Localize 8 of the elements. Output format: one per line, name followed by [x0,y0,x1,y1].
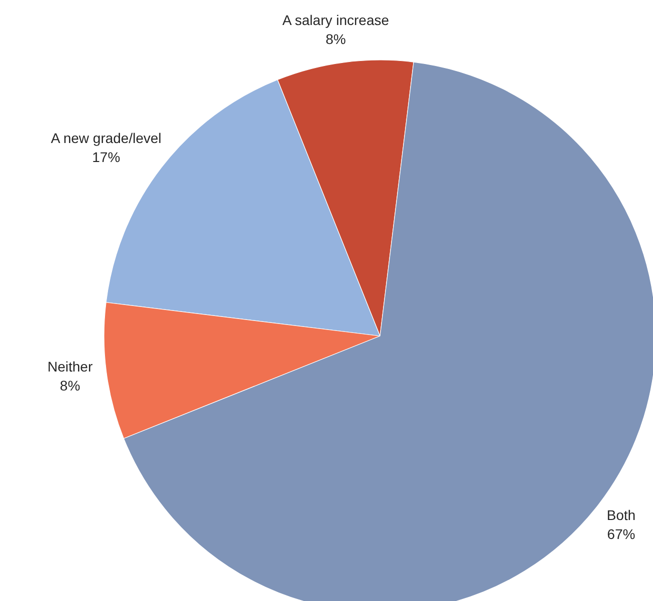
data-label: 8% [60,377,80,394]
slice-label: A new grade/level [50,130,162,146]
data-label: 67% [607,526,636,542]
data-label: 8% [326,31,346,48]
slice-label: Both [606,507,636,524]
slice-label: A salary increase [282,12,390,28]
slice-label: Neither [47,358,93,374]
data-label: 17% [92,148,120,165]
